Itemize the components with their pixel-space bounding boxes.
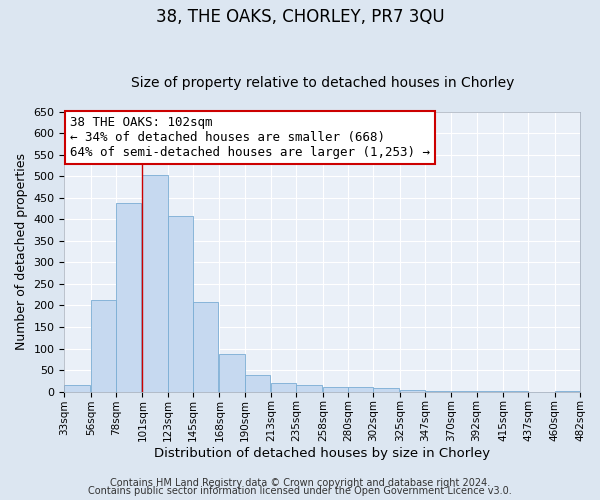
- Bar: [373, 388, 398, 392]
- Bar: [400, 390, 425, 392]
- Text: Contains HM Land Registry data © Crown copyright and database right 2024.: Contains HM Land Registry data © Crown c…: [110, 478, 490, 488]
- Text: Contains public sector information licensed under the Open Government Licence v3: Contains public sector information licen…: [88, 486, 512, 496]
- Bar: [64, 385, 89, 392]
- Y-axis label: Number of detached properties: Number of detached properties: [15, 153, 28, 350]
- X-axis label: Distribution of detached houses by size in Chorley: Distribution of detached houses by size …: [154, 447, 490, 460]
- Bar: [296, 385, 322, 392]
- Bar: [142, 175, 168, 392]
- Bar: [116, 204, 142, 392]
- Bar: [271, 382, 296, 392]
- Bar: [168, 216, 193, 392]
- Bar: [193, 302, 218, 392]
- Bar: [220, 354, 245, 392]
- Bar: [323, 386, 348, 392]
- Bar: [91, 300, 116, 392]
- Title: Size of property relative to detached houses in Chorley: Size of property relative to detached ho…: [131, 76, 514, 90]
- Bar: [555, 391, 580, 392]
- Text: 38 THE OAKS: 102sqm
← 34% of detached houses are smaller (668)
64% of semi-detac: 38 THE OAKS: 102sqm ← 34% of detached ho…: [70, 116, 430, 158]
- Bar: [425, 391, 450, 392]
- Bar: [348, 387, 373, 392]
- Bar: [245, 375, 270, 392]
- Text: 38, THE OAKS, CHORLEY, PR7 3QU: 38, THE OAKS, CHORLEY, PR7 3QU: [155, 8, 445, 26]
